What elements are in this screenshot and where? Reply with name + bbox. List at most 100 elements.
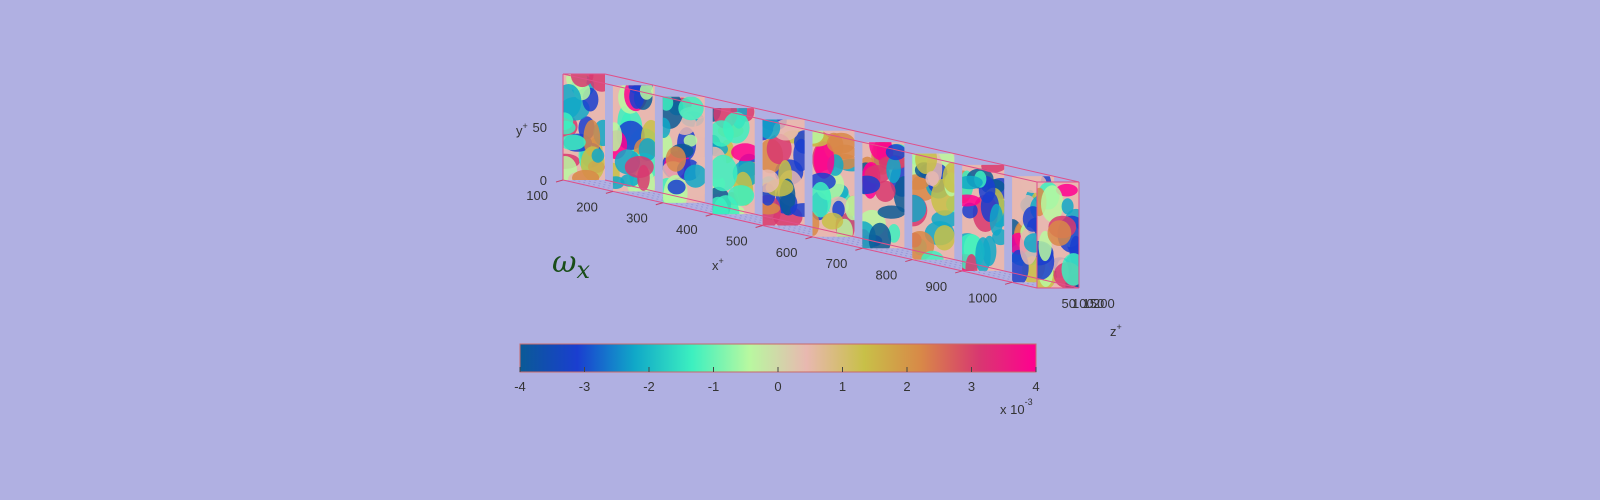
field-blob (1061, 198, 1074, 215)
field-blob (885, 144, 905, 161)
field-blob (570, 74, 594, 88)
field-blob (678, 96, 704, 121)
field-blob (875, 180, 896, 202)
slice-plane (712, 108, 755, 215)
x-tick-label: 900 (925, 279, 947, 294)
x-tick-mark (555, 179, 564, 183)
field-blob (981, 164, 1005, 173)
field-blob (912, 174, 930, 190)
field-blob (662, 117, 671, 139)
field-blob (915, 153, 938, 175)
field-blob (563, 120, 576, 135)
y-axis-ticks: 0 50 (533, 120, 547, 188)
field-blob (638, 138, 655, 161)
field-blob (1047, 220, 1072, 247)
field-blob (683, 134, 698, 147)
y-axis-label: y+ (516, 121, 528, 138)
field-blob (563, 134, 586, 151)
field-blob (793, 138, 805, 172)
field-blob (877, 205, 905, 219)
field-blob (712, 154, 738, 192)
x-tick-label: 600 (776, 245, 798, 260)
x-tick-mark (805, 236, 813, 240)
x-tick-label: 200 (576, 199, 598, 214)
colorbar-tick-label: -3 (579, 379, 591, 394)
field-blob (762, 119, 781, 140)
slice-plane (563, 74, 605, 180)
box-edge (604, 179, 1080, 289)
x-tick-label: 400 (676, 222, 698, 237)
z-tick-label: 200 (1093, 296, 1115, 311)
slice-plane (862, 142, 905, 249)
colorbar-tick-label: 4 (1032, 379, 1039, 394)
field-blob (962, 202, 978, 219)
field-blob (762, 169, 780, 193)
colorbar: -4 -3 -2 -1 0 1 2 3 4 x 10-3 (514, 343, 1040, 417)
x-tick-label: 700 (826, 256, 848, 271)
field-blob (612, 122, 623, 152)
field-blob (665, 146, 687, 172)
field-blob (942, 162, 955, 193)
colorbar-tick-label: -1 (708, 379, 720, 394)
colorbar-tick-label: 1 (839, 379, 846, 394)
field-blob (845, 195, 855, 221)
slice-plane (912, 153, 955, 260)
bounding-box (562, 73, 1080, 289)
field-blob (812, 130, 824, 144)
x-tick-mark (605, 190, 614, 194)
field-blob (712, 195, 740, 215)
field-blob (868, 222, 892, 249)
x-tick-mark (855, 247, 863, 251)
slice-plane (762, 119, 805, 226)
field-blob (684, 164, 705, 188)
x-tick-label: 1000 (968, 290, 997, 305)
field-blob (812, 181, 832, 218)
field-blob (563, 84, 582, 119)
colorbar-tick-label: 0 (774, 379, 781, 394)
x-tick-label: 800 (876, 268, 898, 283)
field-blob (1038, 230, 1052, 262)
field-blob (1061, 253, 1079, 286)
field-blob (731, 143, 755, 162)
field-blob (921, 250, 944, 260)
colorbar-tick-label: -2 (643, 379, 655, 394)
field-label: ωx (552, 245, 590, 284)
box-edge (562, 179, 1038, 289)
field-blob (826, 132, 855, 154)
z-tick-label: 50 (1062, 296, 1076, 311)
colorbar-multiplier: x 10-3 (1000, 397, 1033, 417)
slice-planes (563, 74, 1079, 288)
x-tick-mark (755, 224, 763, 228)
y-tick-label: 0 (540, 173, 547, 188)
z-axis-label: z+ (1110, 322, 1122, 339)
field-blob (934, 225, 955, 251)
field-blob (639, 85, 654, 100)
slice-plane (812, 130, 855, 237)
x-tick-label: 100 (526, 188, 548, 203)
slice-plane (612, 85, 655, 192)
field-blob (667, 179, 686, 195)
field-blob (821, 212, 844, 230)
field-blob (694, 117, 705, 138)
field-blob (723, 111, 750, 144)
x-tick-mark (655, 202, 663, 206)
slice-plane (962, 164, 1005, 271)
field-blob (1041, 185, 1064, 223)
colorbar-tick-label: -4 (514, 379, 526, 394)
field-blob (591, 148, 605, 163)
x-axis-ticks: 100 200 300 400 500 600 700 800 900 1000 (526, 179, 1013, 305)
z-tick-label: 150 (1083, 296, 1105, 311)
x-tick-mark (705, 213, 713, 217)
colorbar-tick-label: 2 (903, 379, 910, 394)
field-blob (624, 156, 654, 178)
field-blob (812, 211, 820, 236)
field-blob (862, 175, 881, 195)
x-tick-label: 300 (626, 211, 648, 226)
colorbar-ticks: -4 -3 -2 -1 0 1 2 3 4 (514, 367, 1040, 394)
colorbar-tick-label: 3 (968, 379, 975, 394)
field-blob (762, 202, 781, 215)
x-tick-label: 500 (726, 233, 748, 248)
